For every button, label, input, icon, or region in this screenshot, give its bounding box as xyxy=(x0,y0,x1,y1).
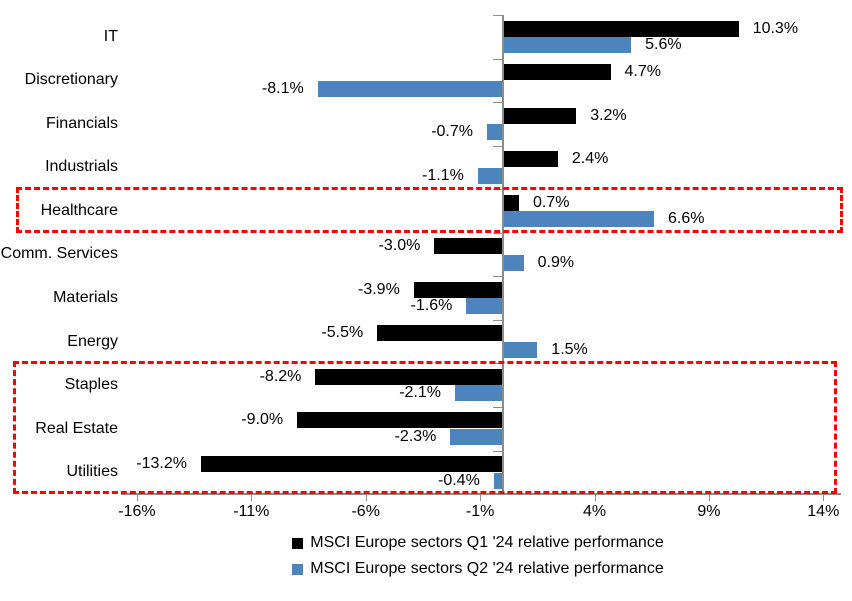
category-label-materials: Materials xyxy=(53,289,118,307)
legend: MSCI Europe sectors Q1 '24 relative perf… xyxy=(104,534,852,578)
legend-item-q2: MSCI Europe sectors Q2 '24 relative perf… xyxy=(292,560,664,578)
bar-q1-staples xyxy=(315,368,503,385)
value-label-q1-energy: -5.5% xyxy=(321,324,364,342)
category-label-it: IT xyxy=(103,27,118,45)
bar-q1-financials xyxy=(503,107,577,124)
x-axis-tick-4pct xyxy=(594,495,596,501)
category-label-staples: Staples xyxy=(64,376,118,394)
q2-series-swatch-icon xyxy=(292,563,304,575)
x-axis-tick--1pct xyxy=(480,495,482,501)
bar-q1-comm-services xyxy=(434,238,503,255)
value-label-q1-utilities: -13.2% xyxy=(136,455,187,472)
bar-q1-real-estate xyxy=(297,412,503,429)
category-label-industrials: Industrials xyxy=(45,158,118,176)
bar-q2-comm-services xyxy=(503,254,524,271)
x-tick-label--6pct: -6% xyxy=(351,503,380,520)
category-boundary-tick xyxy=(493,319,502,321)
category-label-comm-services: Comm. Services xyxy=(0,245,118,263)
value-label-q2-utilities: -0.4% xyxy=(438,471,480,489)
category-boundary-tick xyxy=(493,450,502,452)
category-boundary-tick xyxy=(493,232,502,234)
category-label-energy: Energy xyxy=(67,332,118,350)
value-label-q1-materials: -3.9% xyxy=(358,280,400,298)
category-boundary-tick xyxy=(493,406,502,408)
bar-q1-discretionary xyxy=(503,64,611,80)
legend-item-q1: MSCI Europe sectors Q1 '24 relative perf… xyxy=(292,534,664,552)
x-axis-tick--16pct xyxy=(136,495,138,501)
legend-label-q1: MSCI Europe sectors Q1 '24 relative perf… xyxy=(310,534,664,551)
bar-q1-utilities xyxy=(201,456,503,472)
q1-series-swatch-icon xyxy=(292,537,304,549)
value-axis-line xyxy=(502,15,504,494)
bar-q1-healthcare xyxy=(503,194,519,211)
x-axis-tick--6pct xyxy=(365,495,367,501)
category-label-healthcare: Healthcare xyxy=(40,201,118,219)
x-axis-tick-14pct xyxy=(823,495,825,501)
x-tick-label--11pct: -11% xyxy=(233,503,270,520)
bar-q2-materials xyxy=(466,298,503,315)
bar-q2-healthcare xyxy=(503,211,654,228)
bar-q2-discretionary xyxy=(317,80,503,97)
bar-q1-materials xyxy=(413,281,503,298)
value-label-q2-real-estate: -2.3% xyxy=(394,427,437,445)
category-boundary-tick xyxy=(493,102,502,104)
value-label-q2-energy: 1.5% xyxy=(551,340,588,358)
bar-q2-real-estate xyxy=(450,428,503,445)
value-label-q2-discretionary: -8.1% xyxy=(261,79,304,97)
category-boundary-tick xyxy=(493,189,502,191)
legend-label-q2: MSCI Europe sectors Q2 '24 relative perf… xyxy=(310,560,664,577)
x-axis-tick--11pct xyxy=(251,495,253,501)
category-label-financials: Financials xyxy=(45,114,118,132)
value-label-q1-real-estate: -9.0% xyxy=(241,411,284,429)
category-boundary-tick xyxy=(493,145,502,147)
value-label-q1-financials: 3.2% xyxy=(590,106,627,124)
x-axis-tick-9pct xyxy=(708,495,710,501)
bar-q2-it xyxy=(503,37,632,53)
bar-q2-staples xyxy=(455,385,503,402)
category-boundary-tick xyxy=(493,363,502,365)
x-tick-label-9pct: 9% xyxy=(697,503,721,520)
value-label-q2-financials: -0.7% xyxy=(431,123,473,141)
category-label-discretionary: Discretionary xyxy=(24,71,118,89)
value-label-q2-materials: -1.6% xyxy=(410,297,453,315)
value-label-q2-healthcare: 6.6% xyxy=(668,210,705,228)
bar-q2-industrials xyxy=(477,167,503,184)
bar-q1-it xyxy=(503,20,739,37)
x-tick-label--1pct: -1% xyxy=(465,503,495,520)
value-label-q1-healthcare: 0.7% xyxy=(533,193,570,211)
highlight-box-1 xyxy=(16,186,843,234)
category-label-real-estate: Real Estate xyxy=(35,419,118,437)
bar-q2-utilities xyxy=(493,472,503,489)
x-tick-label-4pct: 4% xyxy=(582,503,607,520)
value-label-q1-comm-services: -3.0% xyxy=(378,237,421,255)
bar-q1-energy xyxy=(377,325,503,342)
value-label-q1-staples: -8.2% xyxy=(259,367,302,385)
category-label-utilities: Utilities xyxy=(66,463,118,481)
value-label-q2-staples: -2.1% xyxy=(399,384,441,402)
value-label-q2-industrials: -1.1% xyxy=(422,166,464,184)
x-tick-label-14pct: 14% xyxy=(807,503,840,520)
highlight-box-2 xyxy=(13,360,837,495)
bar-q2-energy xyxy=(503,341,538,358)
category-boundary-tick xyxy=(493,58,502,60)
value-label-q1-industrials: 2.4% xyxy=(571,150,609,168)
x-tick-label--16pct: -16% xyxy=(118,503,156,520)
bar-q2-financials xyxy=(487,124,503,141)
value-label-q1-it: 10.3% xyxy=(752,19,799,37)
category-boundary-tick xyxy=(493,276,502,278)
value-label-q1-discretionary: 4.7% xyxy=(624,63,661,80)
value-label-q2-it: 5.6% xyxy=(645,36,682,53)
value-label-q2-comm-services: 0.9% xyxy=(537,253,575,271)
category-boundary-tick xyxy=(493,15,502,16)
bar-q1-industrials xyxy=(503,151,558,168)
